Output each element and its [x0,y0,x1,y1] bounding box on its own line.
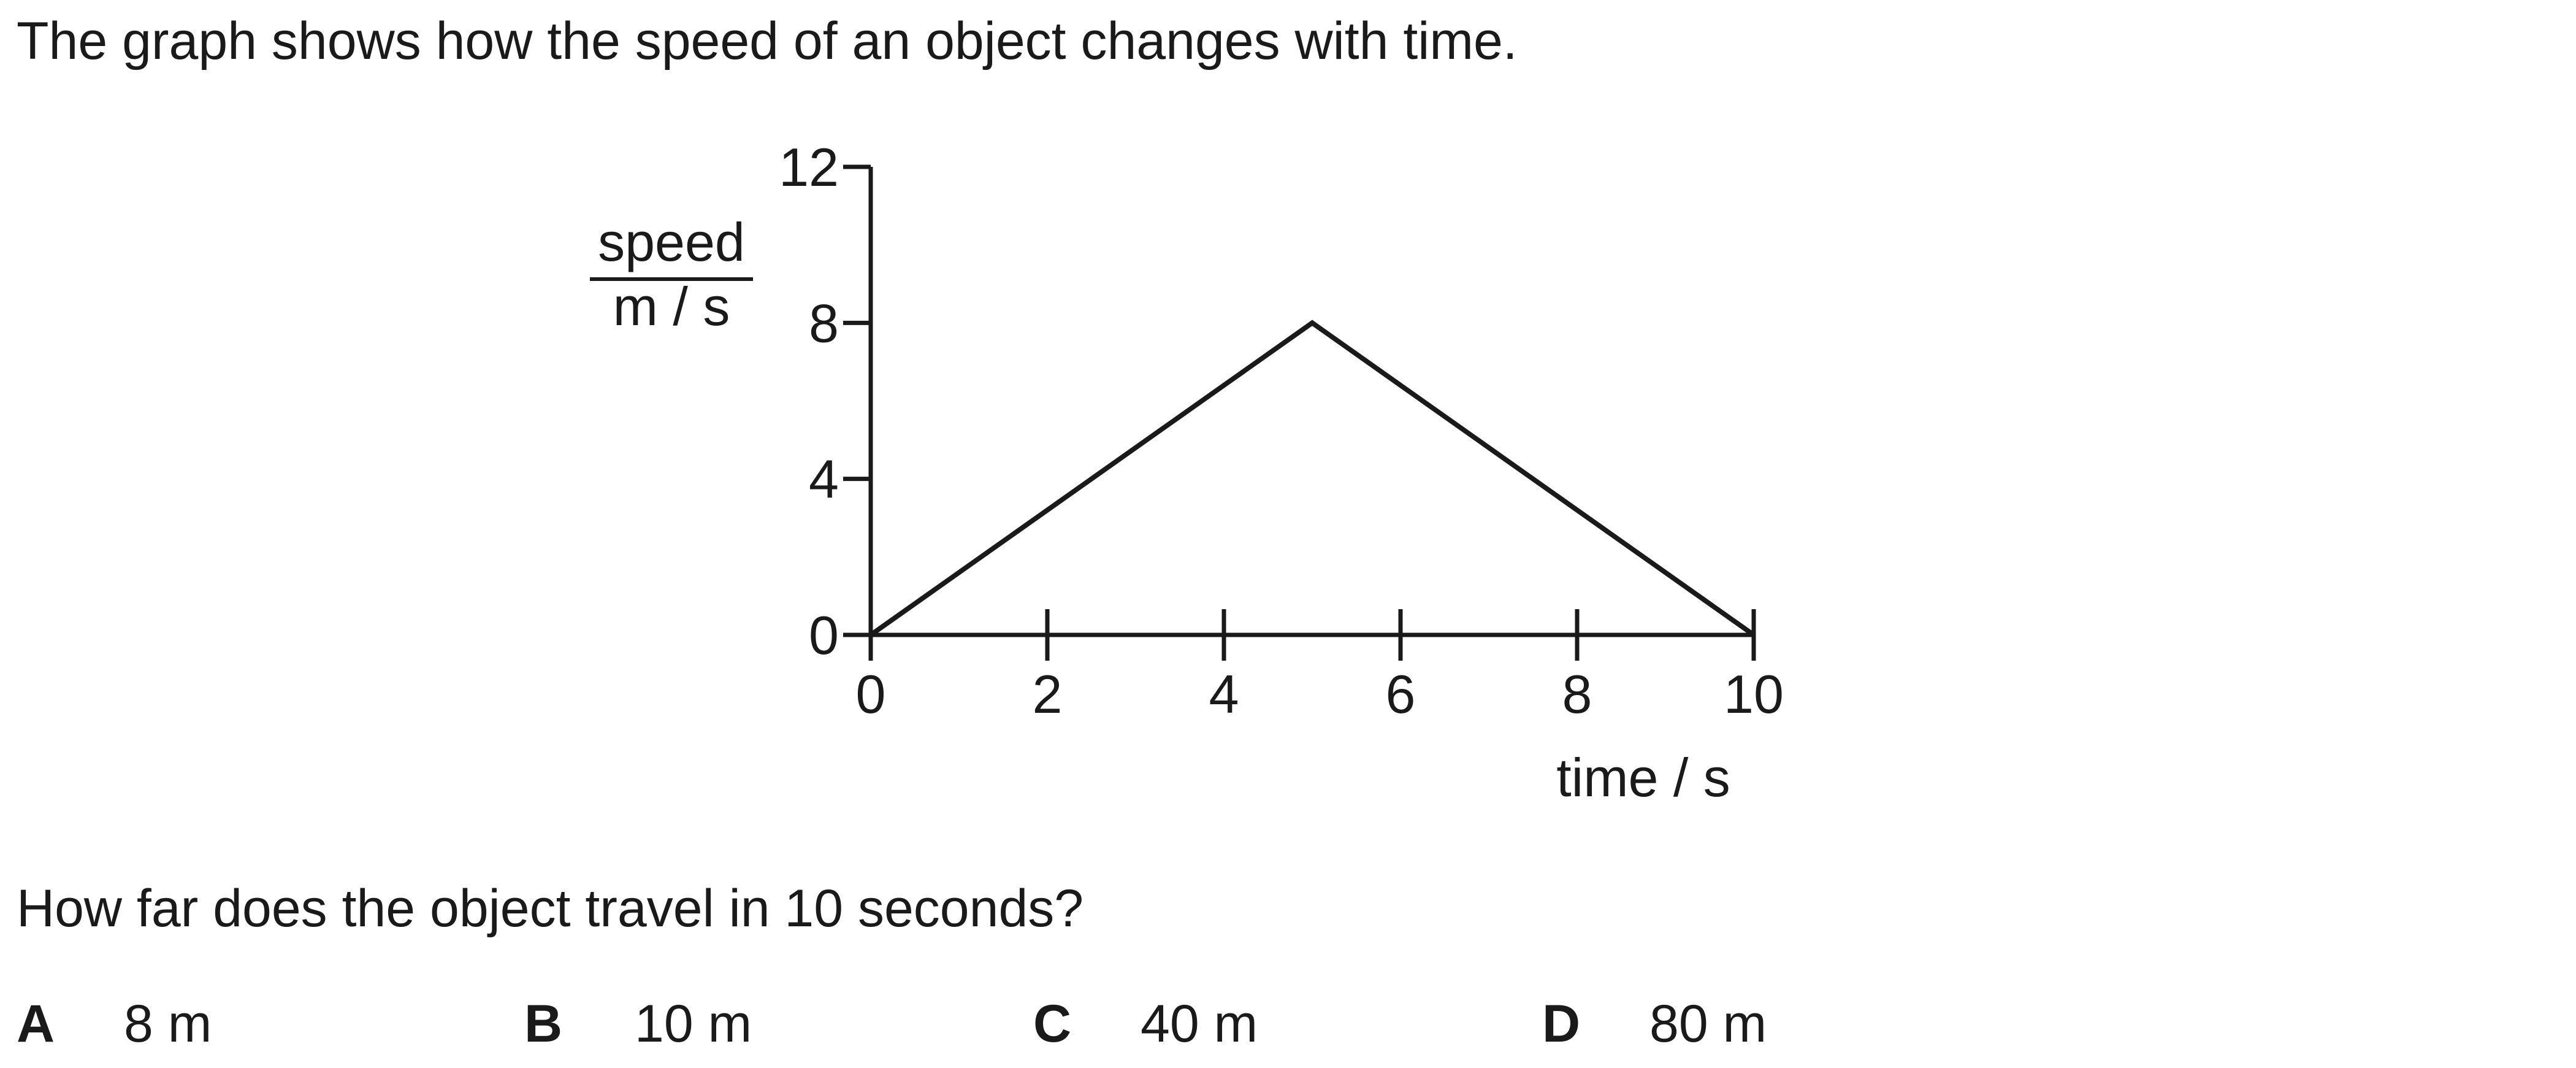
option-c-value: 40 m [1141,994,1258,1053]
y-tick-label-0: 0 [809,605,839,666]
option-b-value: 10 m [635,994,752,1053]
option-a-value: 8 m [124,994,212,1053]
x-axis-ticks: 0 2 4 6 8 10 [856,609,1784,724]
option-d-letter: D [1542,994,1581,1053]
option-d-value: 80 m [1649,994,1767,1053]
y-axis-ticks: 0 4 8 12 [779,137,871,666]
axes [868,167,1754,637]
option-a-letter: A [17,994,55,1053]
series-line-0 [869,320,1756,637]
x-tick-label-2: 2 [1033,664,1063,724]
y-tick-label-12: 12 [779,137,839,198]
x-tick-label-10: 10 [1724,664,1784,724]
y-tick-label-4: 4 [809,449,839,510]
x-tick-label-4: 4 [1209,664,1239,724]
y-axis-label-quantity: speed [598,212,745,272]
option-b-letter: B [524,994,563,1053]
series-layer [869,320,1756,637]
y-axis-label-unit: m / s [613,276,730,337]
x-tick-label-0: 0 [856,664,886,724]
speed-time-graph: 0 4 8 12 0 2 4 6 8 10 speed m / s time / s [590,137,1784,808]
x-tick-label-8: 8 [1562,664,1592,724]
option-c-letter: C [1033,994,1072,1053]
x-axis-label: time / s [1556,747,1730,808]
x-tick-label-6: 6 [1386,664,1416,724]
question-intro-text: The graph shows how the speed of an obje… [17,12,1518,71]
y-tick-label-8: 8 [809,293,839,353]
question-text: How far does the object travel in 10 sec… [17,879,1084,938]
